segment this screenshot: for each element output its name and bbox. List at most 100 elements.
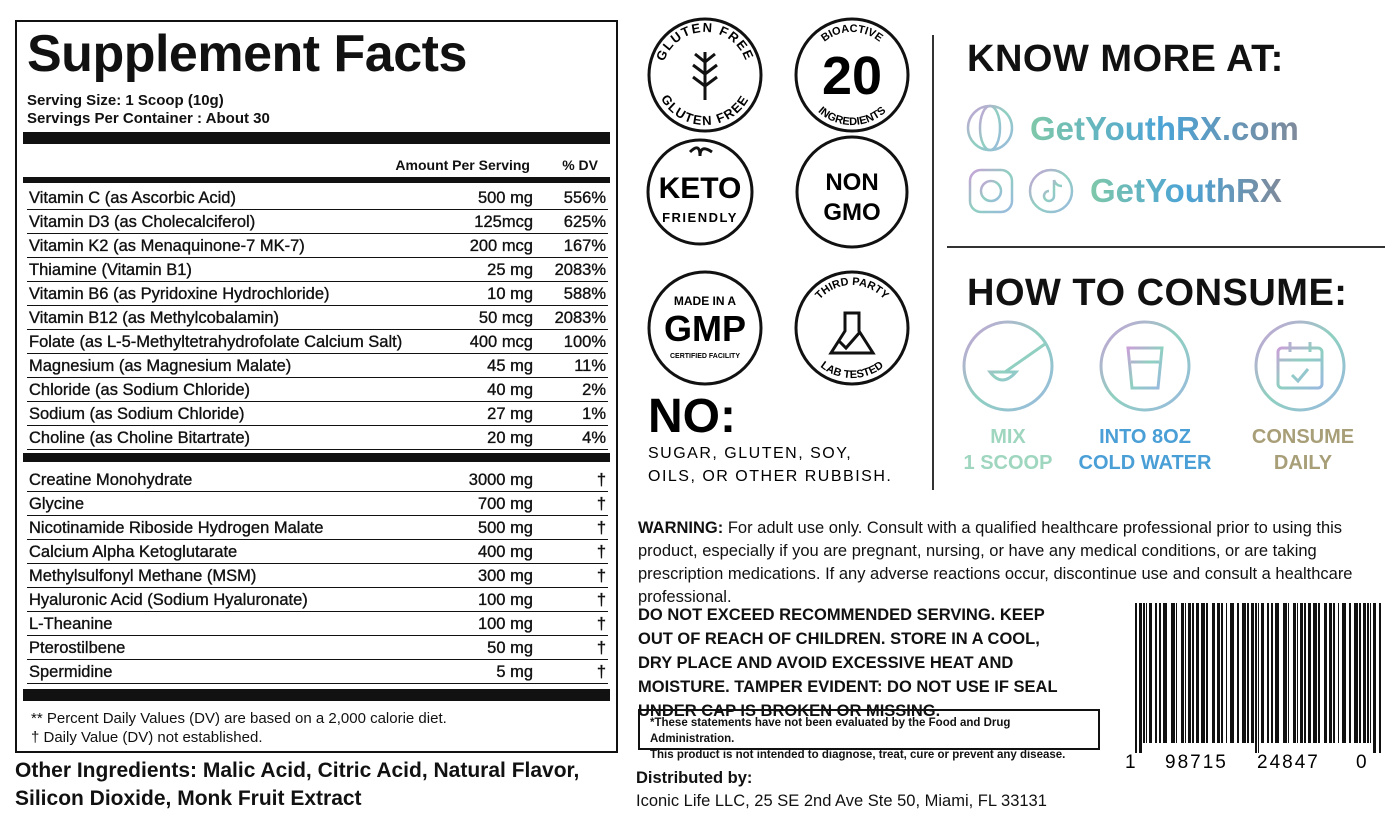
nutrient-dv: 625% xyxy=(563,213,607,231)
nutrient-row: Chloride (as Sodium Chloride) 40 mg 2% xyxy=(27,378,608,402)
barcode-bar xyxy=(1363,603,1366,743)
nutrient-row: Hyaluronic Acid (Sodium Hyaluronate) 100 … xyxy=(27,588,608,612)
step-label: INTO 8OZ COLD WATER xyxy=(1060,424,1230,476)
no-line: OILS, OR OTHER RUBBISH. xyxy=(648,468,892,485)
nutrient-name: Vitamin D3 (as Cholecalciferol) xyxy=(29,213,256,231)
barcode-bar xyxy=(1237,603,1239,743)
nutrient-dv: 2083% xyxy=(554,309,606,327)
nutrient-row: Vitamin B6 (as Pyridoxine Hydrochloride)… xyxy=(27,282,608,306)
step-line: COLD WATER xyxy=(1078,452,1212,474)
disclaimer-box: *These statements have not been evaluate… xyxy=(638,709,1100,761)
step-line: 1 SCOOP xyxy=(963,452,1053,474)
nutrient-row: Spermidine 5 mg † xyxy=(27,660,608,684)
notice: DO NOT EXCEED RECOMMENDED SERVING. KEEP … xyxy=(638,606,1058,720)
barcode-bar xyxy=(1143,603,1145,743)
barcode-bar xyxy=(1217,603,1220,743)
nutrient-dv: † xyxy=(596,543,607,561)
nutrient-dv: † xyxy=(596,495,607,513)
nutrient-row: Vitamin C (as Ascorbic Acid) 500 mg 556% xyxy=(27,186,608,210)
nutrient-amount: 400 mcg xyxy=(469,333,534,351)
barcode-bar xyxy=(1185,603,1186,743)
nutrient-row: Vitamin B12 (as Methylcobalamin) 50 mcg 20… xyxy=(27,306,608,330)
nutrient-dv: † xyxy=(596,519,607,537)
nutrient-row: Vitamin K2 (as Menaquinone-7 MK-7) 200 mc… xyxy=(27,234,608,258)
link-icons xyxy=(966,104,1074,214)
nutrient-amount: 5 mg xyxy=(496,663,533,681)
nutrient-name: Vitamin B12 (as Methylcobalamin) xyxy=(29,309,280,327)
barcode-bar xyxy=(1338,603,1339,743)
step-line: DAILY xyxy=(1273,452,1333,474)
nutrient-dv: 588% xyxy=(563,285,607,303)
nutrient-name: Spermidine xyxy=(29,663,113,681)
no-title: NO: xyxy=(648,390,736,443)
nutrient-name: Choline (as Choline Bitartrate) xyxy=(29,429,251,447)
step-label: CONSUME DAILY xyxy=(1218,424,1388,476)
nutrient-name: Glycine xyxy=(29,495,85,513)
nutrient-amount: 500 mg xyxy=(477,189,533,207)
nutrient-dv: 4% xyxy=(582,429,606,447)
barcode-bar xyxy=(1293,603,1296,743)
nutrient-amount: 10 mg xyxy=(487,285,533,303)
barcode-bar xyxy=(1261,603,1264,743)
nutrient-amount: 125mcg xyxy=(474,213,533,231)
nutrient-amount: 100 mg xyxy=(477,591,533,609)
nutrient-amount: 3000 mg xyxy=(468,471,534,489)
nutrient-dv: † xyxy=(596,663,607,681)
divider xyxy=(23,453,610,462)
barcode-bar xyxy=(1206,603,1208,743)
nutrient-amount: 27 mg xyxy=(487,405,533,423)
nutrient-dv: 167% xyxy=(563,237,607,255)
barcode-bar xyxy=(1349,603,1351,743)
serving-size: Serving Size: 1 Scoop (10g) xyxy=(27,92,224,109)
nutrient-dv: † xyxy=(596,591,607,609)
barcode-bar xyxy=(1271,603,1273,743)
barcode-bar xyxy=(1201,603,1205,743)
nutrient-name: Pterostilbene xyxy=(29,639,126,657)
barcode-bar xyxy=(1313,603,1317,743)
nutrient-row: Sodium (as Sodium Chloride) 27 mg 1% xyxy=(27,402,608,426)
barcode-bar xyxy=(1318,603,1320,743)
nutrient-amount: 45 mg xyxy=(487,357,533,375)
barcode-bar xyxy=(1283,603,1287,743)
barcode-bar xyxy=(1329,603,1332,743)
barcode-bar xyxy=(1354,603,1358,743)
barcode-bar xyxy=(1135,603,1137,753)
nutrient-row: Methylsulfonyl Methane (MSM) 300 mg † xyxy=(27,564,608,588)
nutrient-dv: 11% xyxy=(574,357,606,375)
barcode-bar xyxy=(1230,603,1234,743)
barcode-bar xyxy=(1181,603,1184,743)
step-label: MIX 1 SCOOP xyxy=(923,424,1093,476)
nutrient-row: Glycine 700 mg † xyxy=(27,492,608,516)
nutrient-amount: 50 mg xyxy=(487,639,533,657)
badge-text: BIOACTIVE xyxy=(819,23,885,44)
barcode-bar xyxy=(1176,603,1177,743)
barcode-bar xyxy=(1247,603,1249,743)
nutrient-row: Choline (as Choline Bitartrate) 20 mg 4% xyxy=(27,426,608,450)
nutrient-dv: † xyxy=(596,567,607,585)
step-line: INTO 8OZ xyxy=(1099,426,1191,448)
badge-text: FRIENDLY xyxy=(662,210,738,225)
badge-text: GMO xyxy=(823,199,880,226)
nutrient-name: Methylsulfonyl Methane (MSM) xyxy=(29,567,257,585)
nutrient-amount: 300 mg xyxy=(477,567,533,585)
badge-text: KETO xyxy=(659,172,742,205)
nutrient-dv: † xyxy=(596,615,607,633)
nutrient-row: Nicotinamide Riboside Hydrogen Malate 500… xyxy=(27,516,608,540)
nutrient-row: Creatine Monohydrate 3000 mg † xyxy=(27,468,608,492)
barcode-digit: 1 xyxy=(1125,752,1136,773)
nutrient-name: Nicotinamide Riboside Hydrogen Malate xyxy=(29,519,324,537)
nutrient-row: Folate (as L-5-Methyltetrahydrofolate Ca… xyxy=(27,330,608,354)
nutrient-row: Calcium Alpha Ketoglutarate 400 mg † xyxy=(27,540,608,564)
barcode-digit: 24847 xyxy=(1257,752,1320,773)
nutrient-row: Thiamine (Vitamin B1) 25 mg 2083% xyxy=(27,258,608,282)
badge-text: MADE IN A xyxy=(674,294,737,308)
divider xyxy=(23,689,610,701)
badge-number: 20 xyxy=(822,46,882,106)
barcode-bar xyxy=(1155,603,1157,743)
barcode-bar xyxy=(1212,603,1215,743)
nutrient-dv: 1% xyxy=(582,405,606,423)
nutrient-name: Thiamine (Vitamin B1) xyxy=(29,261,192,279)
distributor-address: Iconic Life LLC, 25 SE 2nd Ave Ste 50, M… xyxy=(636,792,1047,810)
barcode-digit: 98715 xyxy=(1165,752,1228,773)
